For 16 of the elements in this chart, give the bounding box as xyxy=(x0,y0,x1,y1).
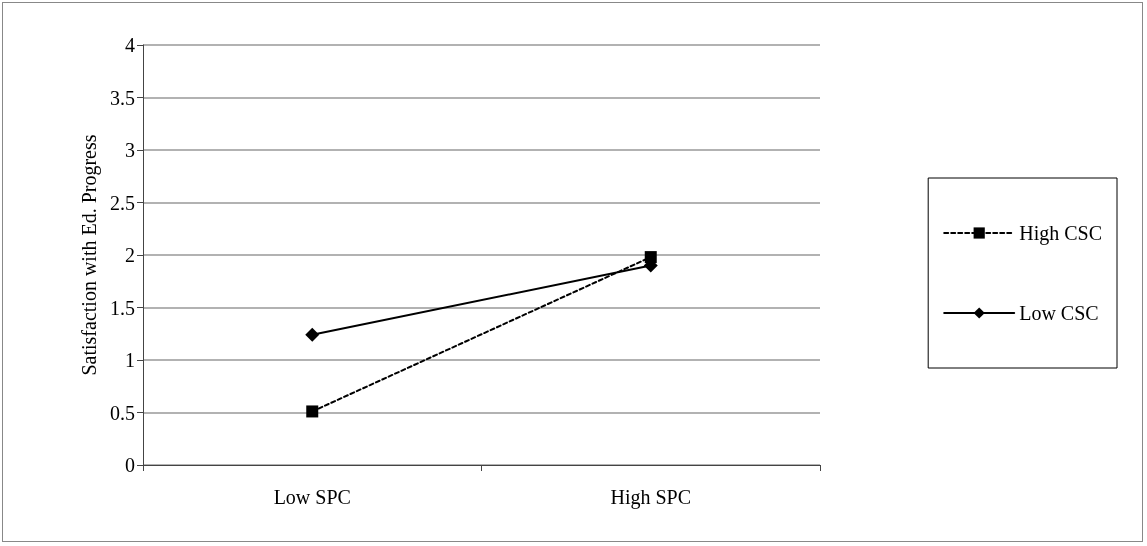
y-tick-label: 0 xyxy=(125,454,135,476)
x-tick-label: Low SPC xyxy=(273,486,351,508)
y-tick-label: 4 xyxy=(125,34,135,56)
y-tick-label: 1.5 xyxy=(110,296,135,319)
y-tick-label: 2.5 xyxy=(110,191,135,214)
y-tick-label: 1 xyxy=(125,349,135,371)
y-tick-label: 0.5 xyxy=(110,401,135,424)
point xyxy=(306,405,319,418)
legend-label: High CSC xyxy=(1019,222,1103,245)
point xyxy=(305,327,320,342)
x-tick-label: High SPC xyxy=(610,486,692,509)
legend-label: Low CSC xyxy=(1019,302,1099,324)
y-tick-label: 2 xyxy=(125,244,135,266)
y-tick-label: 3 xyxy=(125,139,135,161)
y-tick-label: 3.5 xyxy=(110,86,135,109)
y-axis-title: Satisfaction with Ed. Progress xyxy=(78,134,102,376)
